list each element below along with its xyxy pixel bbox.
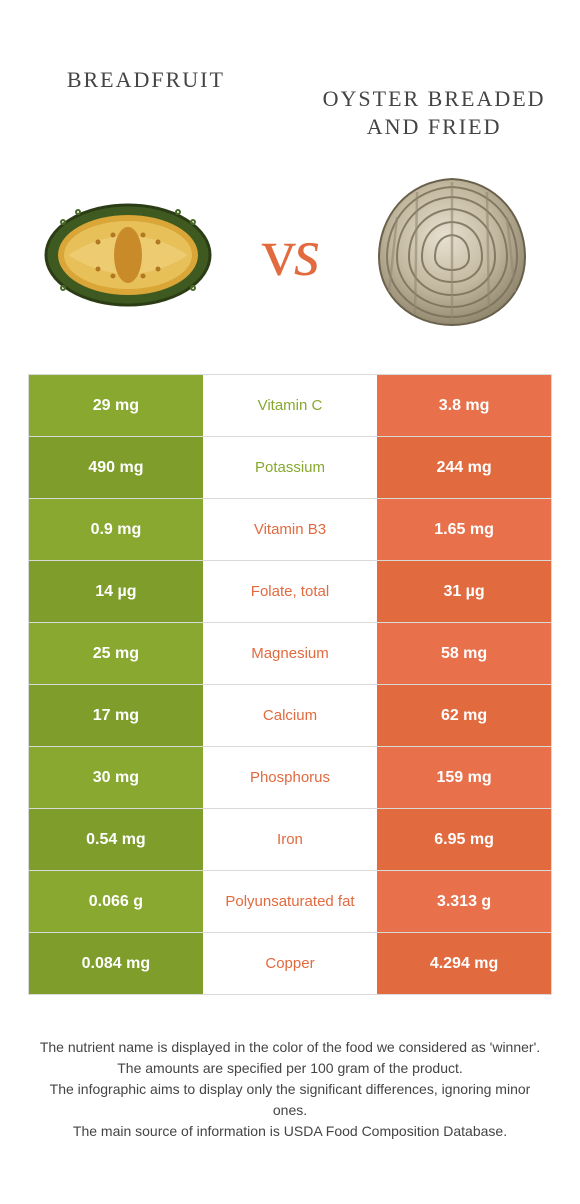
footer-line: The nutrient name is displayed in the co… bbox=[38, 1037, 542, 1058]
table-row: 0.066 gPolyunsaturated fat3.313 g bbox=[29, 871, 551, 933]
value-right: 6.95 mg bbox=[377, 809, 551, 870]
footer-notes: The nutrient name is displayed in the co… bbox=[28, 1037, 552, 1142]
table-row: 29 mgVitamin C3.8 mg bbox=[29, 375, 551, 437]
table-row: 490 mgPotassium244 mg bbox=[29, 437, 551, 499]
nutrient-name: Potassium bbox=[203, 437, 377, 498]
nutrient-name: Magnesium bbox=[203, 623, 377, 684]
breadfruit-icon bbox=[38, 187, 218, 317]
footer-line: The main source of information is USDA F… bbox=[38, 1121, 542, 1142]
title-right: Oyster breaded and fried bbox=[316, 85, 552, 140]
table-row: 30 mgPhosphorus159 mg bbox=[29, 747, 551, 809]
breadfruit-image bbox=[28, 167, 227, 337]
value-right: 3.313 g bbox=[377, 871, 551, 932]
value-left: 0.084 mg bbox=[29, 933, 203, 994]
value-right: 1.65 mg bbox=[377, 499, 551, 560]
nutrient-name: Iron bbox=[203, 809, 377, 870]
nutrient-name: Copper bbox=[203, 933, 377, 994]
nutrient-name: Calcium bbox=[203, 685, 377, 746]
value-right: 4.294 mg bbox=[377, 933, 551, 994]
title-left: Breadfruit bbox=[28, 66, 264, 94]
table-row: 0.54 mgIron6.95 mg bbox=[29, 809, 551, 871]
nutrient-name: Polyunsaturated fat bbox=[203, 871, 377, 932]
footer-line: The infographic aims to display only the… bbox=[38, 1079, 542, 1121]
footer-line: The amounts are specified per 100 gram o… bbox=[38, 1058, 542, 1079]
nutrient-name: Vitamin B3 bbox=[203, 499, 377, 560]
value-left: 29 mg bbox=[29, 375, 203, 436]
table-row: 17 mgCalcium62 mg bbox=[29, 685, 551, 747]
nutrient-name: Phosphorus bbox=[203, 747, 377, 808]
table-row: 25 mgMagnesium58 mg bbox=[29, 623, 551, 685]
value-left: 30 mg bbox=[29, 747, 203, 808]
page: Breadfruit Oyster breaded and fried bbox=[0, 0, 580, 1142]
value-left: 14 µg bbox=[29, 561, 203, 622]
value-left: 0.066 g bbox=[29, 871, 203, 932]
nutrient-name: Folate, total bbox=[203, 561, 377, 622]
vs-label: vs bbox=[227, 213, 353, 292]
value-right: 3.8 mg bbox=[377, 375, 551, 436]
value-left: 0.9 mg bbox=[29, 499, 203, 560]
table-row: 0.084 mgCopper4.294 mg bbox=[29, 933, 551, 995]
title-row: Breadfruit Oyster breaded and fried bbox=[28, 20, 552, 140]
value-right: 58 mg bbox=[377, 623, 551, 684]
table-row: 14 µgFolate, total31 µg bbox=[29, 561, 551, 623]
table-row: 0.9 mgVitamin B31.65 mg bbox=[29, 499, 551, 561]
value-left: 0.54 mg bbox=[29, 809, 203, 870]
nutrient-table: 29 mgVitamin C3.8 mg490 mgPotassium244 m… bbox=[28, 374, 552, 995]
nutrient-name: Vitamin C bbox=[203, 375, 377, 436]
oyster-icon bbox=[367, 167, 537, 337]
value-right: 31 µg bbox=[377, 561, 551, 622]
value-right: 244 mg bbox=[377, 437, 551, 498]
value-right: 159 mg bbox=[377, 747, 551, 808]
value-left: 17 mg bbox=[29, 685, 203, 746]
value-left: 490 mg bbox=[29, 437, 203, 498]
oyster-image bbox=[353, 167, 552, 337]
hero-row: vs bbox=[28, 152, 552, 352]
value-right: 62 mg bbox=[377, 685, 551, 746]
value-left: 25 mg bbox=[29, 623, 203, 684]
